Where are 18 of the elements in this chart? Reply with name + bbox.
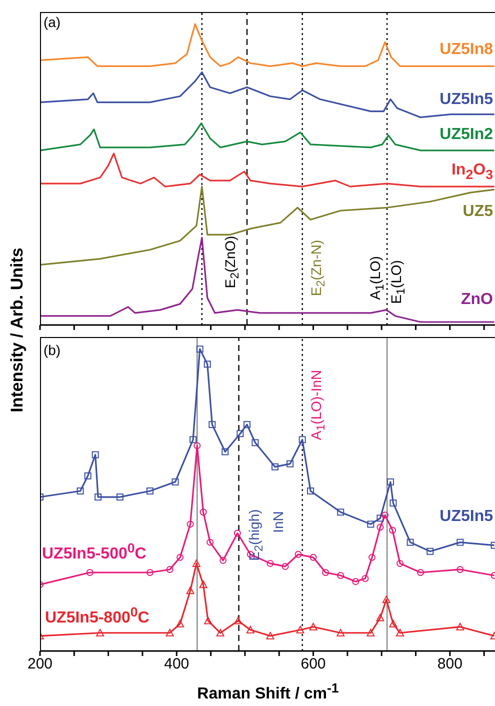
series-label: UZ5In2: [440, 126, 493, 143]
annotation: InN: [270, 511, 286, 533]
x-tick-label: 400: [164, 656, 190, 673]
series-label: UZ5In5: [440, 508, 493, 525]
series-label: UZ5In8: [440, 41, 493, 58]
annotation: (b): [43, 342, 61, 358]
x-tick-label: 200: [27, 656, 53, 673]
y-axis-title: Intensity / Arb. Units: [8, 248, 26, 412]
x-tick-label: 600: [300, 656, 326, 673]
x-tick-label: 800: [437, 656, 462, 673]
x-axis-title: Raman Shift / cm$^{-1}$: [197, 680, 339, 703]
series-label: ZnO: [461, 291, 493, 308]
series-label: UZ5: [462, 203, 493, 220]
annotation: (a): [43, 14, 61, 30]
series-label: UZ5In5: [440, 91, 493, 108]
series-label: UZ5In5-800$^{0}$C: [45, 604, 150, 627]
series-label: UZ5In5-500$^{0}$C: [42, 540, 146, 563]
series-label: In$_{2}$O$_{3}$: [451, 162, 493, 182]
